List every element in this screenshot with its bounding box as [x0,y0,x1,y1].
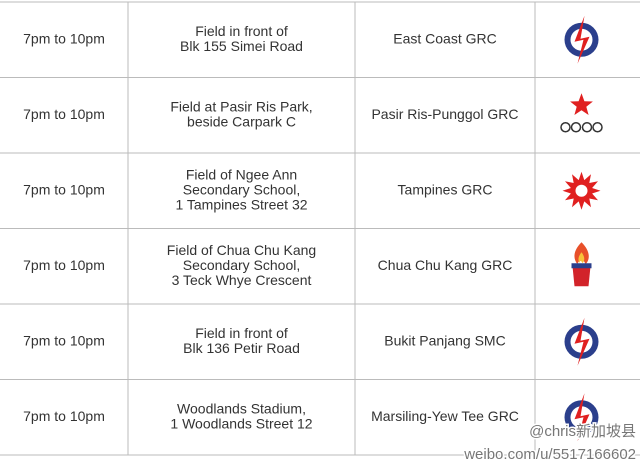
time-cell: 7pm to 10pm [23,30,105,46]
constituency-cell: Bukit Panjang SMC [384,332,505,348]
venue-line: Secondary School, [183,257,301,273]
watermark-url: weibo.com/u/5517166602 [463,446,636,463]
logo-circle [592,122,603,133]
logo-star [570,93,593,115]
venue-line: Field of Chua Chu Kang [167,242,316,258]
constituency-cell: Pasir Ris-Punggol GRC [371,106,518,122]
venue-line: Field at Pasir Ris Park, [170,98,312,114]
logo-circle [560,122,571,133]
logo-circle [581,122,593,133]
logo-circle [570,122,582,133]
venue-line: Field in front of [195,325,288,341]
party-logo [571,242,592,287]
venue-line: Blk 155 Simei Road [180,38,303,54]
logo-flame-inner [578,252,585,264]
venue-line: beside Carpark C [187,113,296,129]
time-cell: 7pm to 10pm [23,257,105,273]
party-logo [564,393,599,442]
logo-sun-core [575,184,588,197]
logo-bolt [574,393,590,442]
venue-line: Field in front of [195,23,288,39]
party-logo [562,171,601,210]
venue-line: Woodlands Stadium, [177,400,306,416]
constituency-cell: Marsiling-Yew Tee GRC [371,408,519,424]
logo-hand [572,266,591,287]
constituency-cell: East Coast GRC [393,30,496,46]
time-cell: 7pm to 10pm [23,408,105,424]
constituency-cell: Tampines GRC [398,181,493,197]
party-logo [560,93,603,133]
party-logo [564,15,599,64]
logo-cup [571,263,592,269]
time-cell: 7pm to 10pm [23,106,105,122]
logo-bolt [574,15,590,64]
logo-bolt [574,317,590,366]
constituency-cell: Chua Chu Kang GRC [378,257,513,273]
venue-line: Field of Ngee Ann [186,166,297,182]
venue-line: 1 Tampines Street 32 [175,196,307,212]
venue-line: 3 Teck Whye Crescent [172,272,312,288]
time-cell: 7pm to 10pm [23,332,105,348]
venue-line: Secondary School, [183,181,301,197]
time-cell: 7pm to 10pm [23,181,105,197]
venue-line: Blk 136 Petir Road [183,340,300,356]
party-logo [564,317,599,366]
venue-line: 1 Woodlands Street 12 [170,415,312,431]
watermark-handle: @chris新加坡县 [529,423,636,440]
